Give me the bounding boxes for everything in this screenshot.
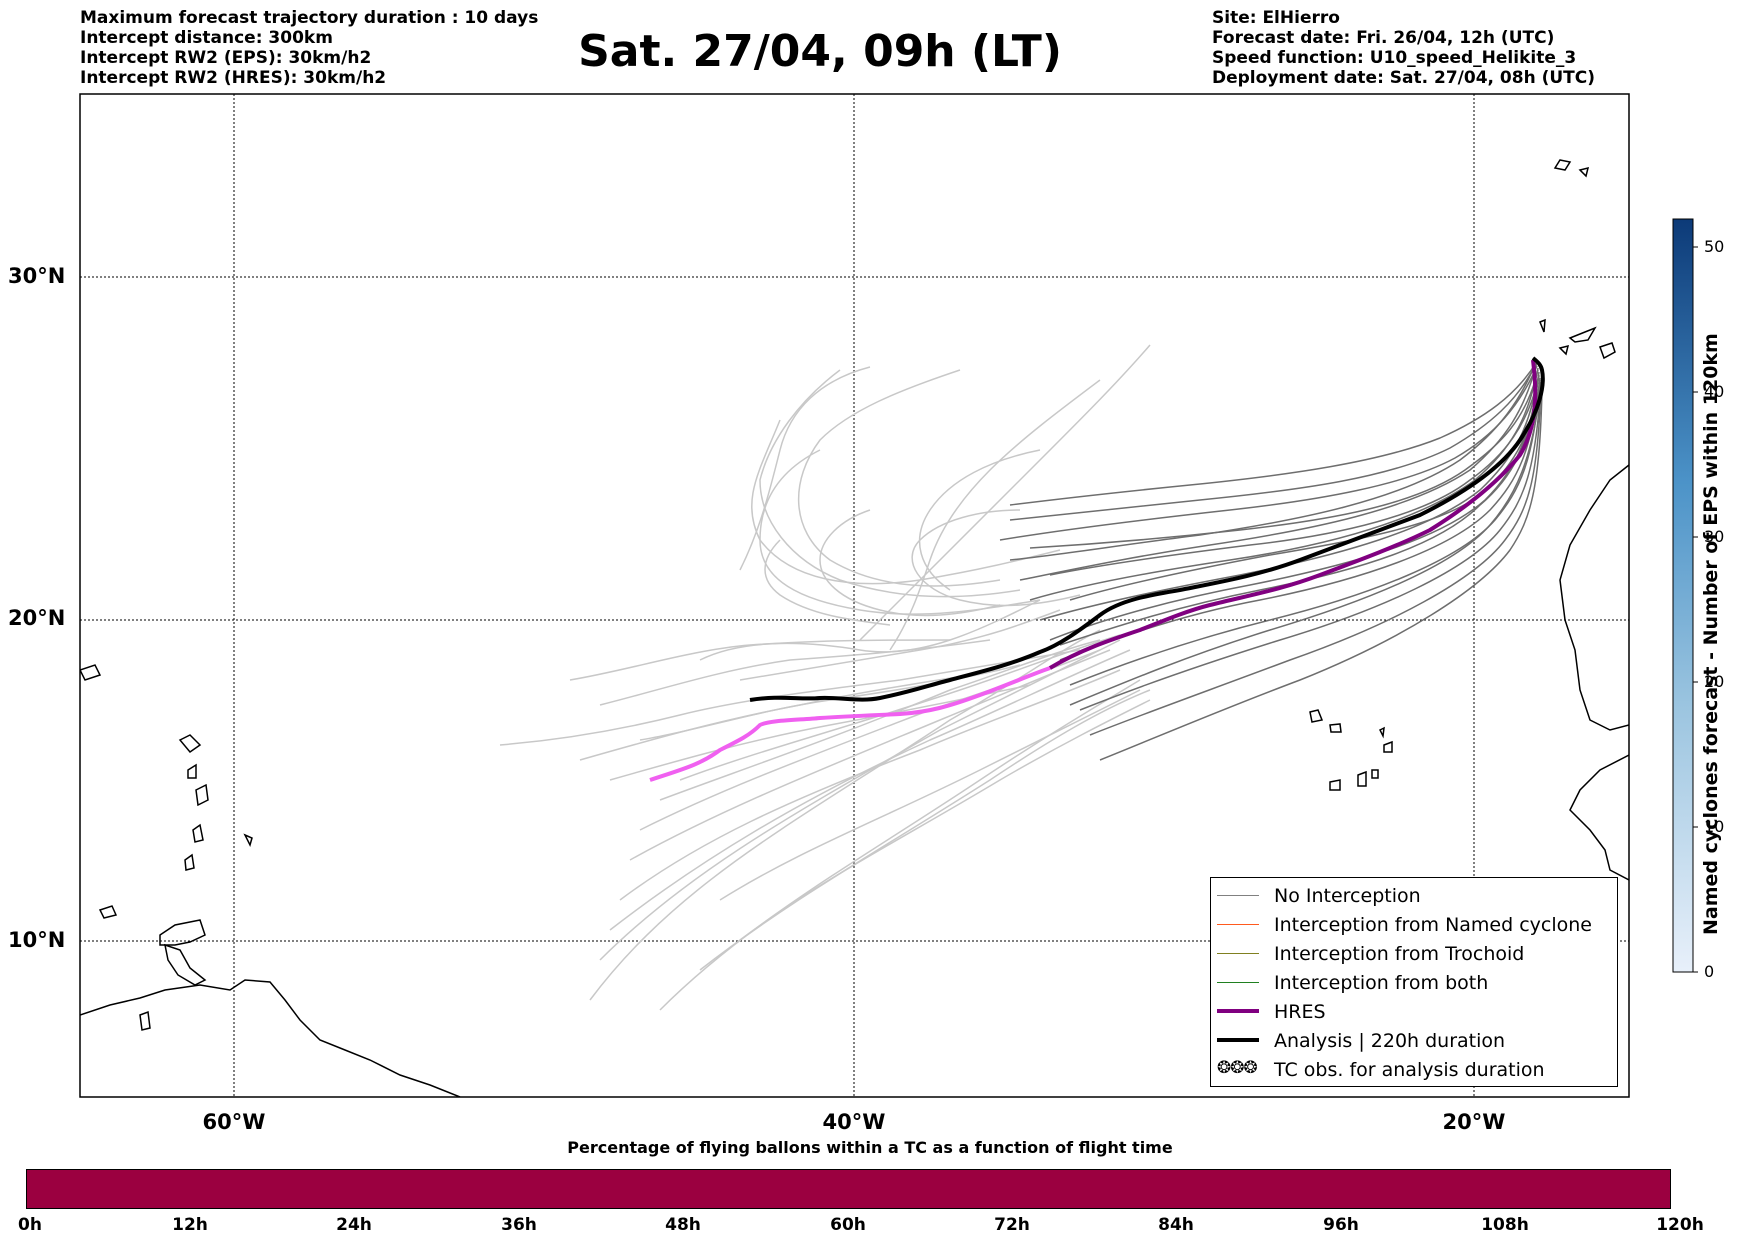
lon-label: 20°W bbox=[1442, 1110, 1506, 1134]
bottom-bar-tick: 36h bbox=[501, 1215, 537, 1235]
legend-swatch bbox=[1217, 982, 1259, 983]
bottom-bar-tick: 84h bbox=[1158, 1215, 1194, 1235]
bottom-bar-tick: 0h bbox=[18, 1215, 42, 1235]
bottom-bar-tick: 72h bbox=[994, 1215, 1030, 1235]
legend-label: No Interception bbox=[1274, 885, 1421, 907]
gridlines bbox=[80, 94, 1629, 1097]
cyclone-symbol-icon: ❂❂❂ bbox=[1217, 1058, 1258, 1078]
colorbar-label: Named cyclones forecast - Number of EPS … bbox=[1700, 333, 1722, 935]
hres-trajectory bbox=[649, 359, 1538, 782]
coastlines bbox=[80, 159, 1629, 1097]
lon-label: 60°W bbox=[202, 1110, 266, 1134]
legend-label: Interception from both bbox=[1274, 972, 1489, 994]
lon-label: 40°W bbox=[822, 1110, 886, 1134]
bottom-bar-tick: 120h bbox=[1656, 1215, 1704, 1235]
header-line: Intercept RW2 (HRES): 30km/h2 bbox=[80, 68, 387, 88]
legend-label: TC obs. for analysis duration bbox=[1274, 1059, 1545, 1081]
bottom-bar-tick: 24h bbox=[336, 1215, 372, 1235]
legend-item: Interception from Named cyclone bbox=[1211, 911, 1617, 940]
header-line: Speed function: U10_speed_Helikite_3 bbox=[1212, 48, 1577, 68]
legend-item: No Interception bbox=[1211, 882, 1617, 911]
legend-label: Analysis | 220h duration bbox=[1274, 1030, 1506, 1052]
header-line: Maximum forecast trajectory duration : 1… bbox=[80, 8, 539, 28]
header-left: Maximum forecast trajectory duration : 1… bbox=[80, 8, 538, 88]
eps-trajectories-dark bbox=[999, 361, 1543, 761]
legend-swatch bbox=[1217, 1038, 1259, 1042]
legend-swatch bbox=[1217, 924, 1259, 925]
bottom-bar-tick: 48h bbox=[665, 1215, 701, 1235]
colorbar-tick: 20 bbox=[1704, 672, 1725, 691]
bottom-bar-tick: 96h bbox=[1323, 1215, 1359, 1235]
legend-label: HRES bbox=[1274, 1001, 1326, 1023]
legend-item: HRES bbox=[1211, 998, 1617, 1027]
legend-item: Analysis | 220h duration bbox=[1211, 1027, 1617, 1056]
analysis-trajectory bbox=[749, 356, 1545, 702]
legend-label: Interception from Trochoid bbox=[1274, 943, 1525, 965]
colorbar-tick: 10 bbox=[1704, 817, 1725, 836]
legend-label: Interception from Named cyclone bbox=[1274, 914, 1592, 936]
legend-swatch bbox=[1217, 953, 1259, 954]
legend-item: Interception from Trochoid bbox=[1211, 940, 1617, 969]
header-line: Intercept distance: 300km bbox=[80, 28, 333, 48]
colorbar-tick: 40 bbox=[1704, 382, 1725, 401]
header-line: Intercept RW2 (EPS): 30km/h2 bbox=[80, 48, 372, 68]
bottom-bar-title: Percentage of flying ballons within a TC… bbox=[567, 1138, 1173, 1157]
colorbar-ticks bbox=[1693, 246, 1698, 973]
legend-item: Interception from both bbox=[1211, 969, 1617, 998]
bottom-bar-tick: 108h bbox=[1481, 1215, 1529, 1235]
bottom-bar bbox=[26, 1169, 1671, 1209]
header-line: Forecast date: Fri. 26/04, 12h (UTC) bbox=[1212, 28, 1555, 48]
colorbar-tick: 30 bbox=[1704, 527, 1725, 546]
map-title: Sat. 27/04, 09h (LT) bbox=[578, 26, 1062, 77]
bottom-bar-tick: 60h bbox=[830, 1215, 866, 1235]
map-frame bbox=[79, 93, 1630, 1098]
colorbar-tick: 50 bbox=[1704, 237, 1725, 256]
colorbar-tick: 0 bbox=[1704, 962, 1715, 981]
lat-label: 20°N bbox=[8, 606, 66, 630]
legend: No Interception Interception from Named … bbox=[1210, 877, 1618, 1087]
lat-label: 10°N bbox=[8, 928, 66, 952]
legend-swatch bbox=[1217, 895, 1259, 896]
legend-swatch bbox=[1217, 1009, 1259, 1013]
eps-trajectories-light bbox=[499, 344, 1151, 1011]
header-right: Site: ElHierro Forecast date: Fri. 26/04… bbox=[1212, 8, 1595, 88]
header-line: Deployment date: Sat. 27/04, 08h (UTC) bbox=[1212, 68, 1596, 88]
bottom-bar-tick: 12h bbox=[172, 1215, 208, 1235]
header-line: Site: ElHierro bbox=[1212, 8, 1340, 28]
lat-label: 30°N bbox=[8, 264, 66, 288]
colorbar bbox=[1672, 218, 1694, 973]
legend-item: ❂❂❂ TC obs. for analysis duration bbox=[1211, 1056, 1617, 1085]
